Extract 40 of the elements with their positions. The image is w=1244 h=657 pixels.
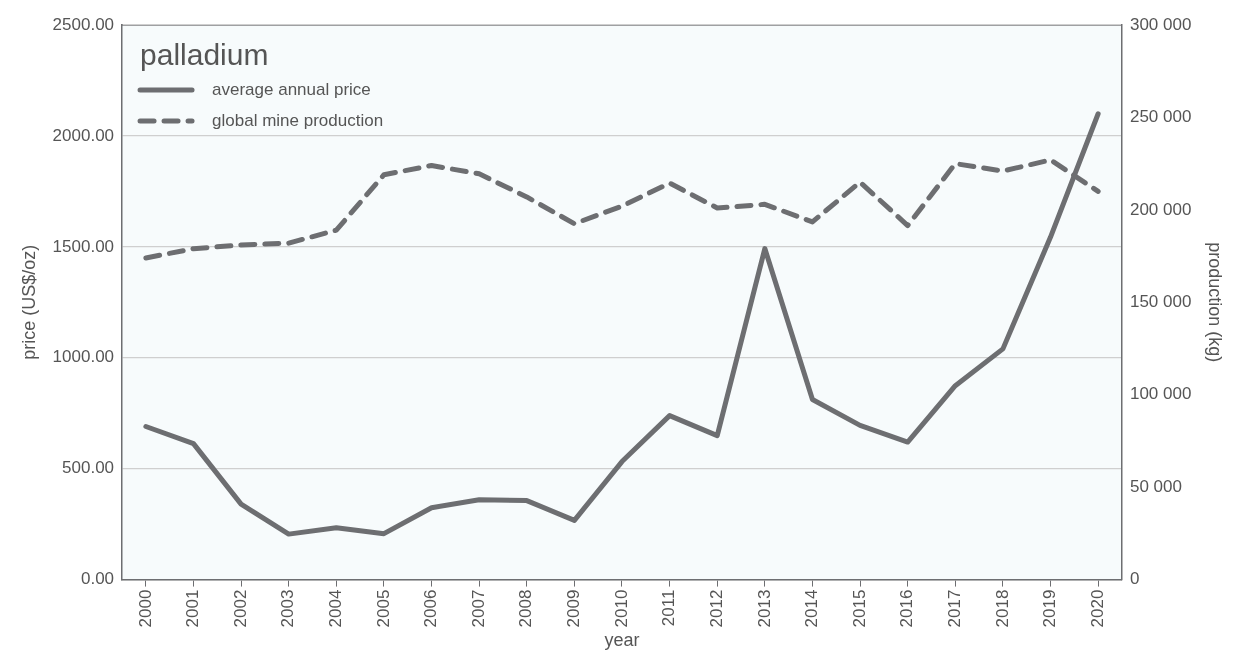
x-tick-label: 2008 <box>516 589 536 628</box>
legend-label: global mine production <box>212 111 384 130</box>
y-tick-label: 500.00 <box>62 458 115 478</box>
x-tick-label: 2018 <box>992 589 1012 628</box>
x-tick-label: 2010 <box>611 589 631 628</box>
legend-label: average annual price <box>212 80 371 99</box>
y2-tick-label: 300 000 <box>1129 14 1192 34</box>
x-tick-label: 2013 <box>754 589 774 628</box>
y-tick-label: 2000.00 <box>52 125 115 145</box>
x-tick-label: 2001 <box>183 589 203 628</box>
x-tick-label: 2011 <box>659 589 679 627</box>
legend-title: palladium <box>140 38 269 71</box>
y-axis-title: price (US$/oz) <box>18 244 39 360</box>
x-axis-title: year <box>604 630 640 651</box>
x-tick-label: 2020 <box>1087 589 1107 628</box>
y2-tick-label: 50 000 <box>1129 476 1182 496</box>
x-tick-label: 2002 <box>230 589 250 628</box>
x-tick-label: 2003 <box>278 589 298 628</box>
x-tick-label: 2007 <box>468 589 488 628</box>
x-tick-label: 2012 <box>706 589 726 628</box>
y-tick-label: 2500.00 <box>52 14 115 34</box>
y-tick-label: 0.00 <box>80 569 115 589</box>
y2-axis-title: production (kg) <box>1205 242 1226 363</box>
y2-tick-label: 200 000 <box>1129 199 1192 219</box>
y2-tick-label: 150 000 <box>1129 291 1192 311</box>
x-tick-label: 2016 <box>897 589 917 628</box>
x-tick-label: 2004 <box>326 589 345 628</box>
y2-tick-label: 250 000 <box>1129 107 1192 127</box>
x-tick-label: 2019 <box>1040 589 1060 628</box>
y2-tick-label: 0 <box>1129 569 1140 589</box>
x-tick-label: 2000 <box>135 589 155 628</box>
x-tick-label: 2014 <box>802 589 822 628</box>
x-tick-label: 2009 <box>564 589 584 628</box>
y2-tick-label: 100 000 <box>1129 384 1192 404</box>
x-tick-label: 2006 <box>421 589 441 628</box>
x-tick-label: 2015 <box>849 589 869 628</box>
x-tick-label: 2005 <box>373 589 393 628</box>
y-tick-label: 1500.00 <box>52 236 115 256</box>
y-tick-label: 1000.00 <box>52 347 115 367</box>
x-tick-label: 2017 <box>944 589 964 628</box>
